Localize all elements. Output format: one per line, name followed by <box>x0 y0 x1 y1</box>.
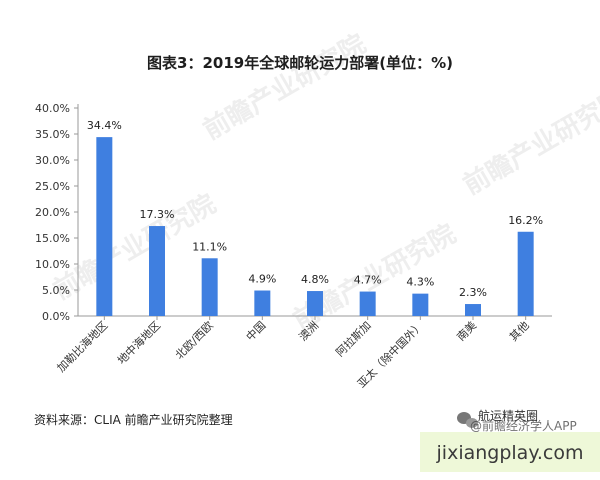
source-note: 资料来源：CLIA 前瞻产业研究院整理 <box>34 412 233 427</box>
bar <box>96 137 113 316</box>
wechat-account: @前瞻经济学人APP <box>470 418 577 433</box>
y-tick-label: 25.0% <box>35 180 70 193</box>
category-label: 加勒比海地区 <box>54 318 111 375</box>
bar <box>201 258 218 316</box>
y-tick-label: 15.0% <box>35 232 70 245</box>
wechat-account-overlay: 航运精英圈 <box>478 408 538 423</box>
watermark-text: 前瞻产业研究院 <box>458 83 600 201</box>
category-label: 其他 <box>507 319 532 344</box>
data-label: 16.2% <box>508 214 543 227</box>
data-label: 34.4% <box>87 119 122 132</box>
category-label: 阿拉斯加 <box>333 318 374 359</box>
y-tick-label: 5.0% <box>42 284 70 297</box>
y-tick-label: 30.0% <box>35 154 70 167</box>
y-tick-label: 10.0% <box>35 258 70 271</box>
y-tick-label: 35.0% <box>35 128 70 141</box>
category-label: 南美 <box>454 319 479 344</box>
site-footer-text: jixiangplay.com <box>436 442 584 464</box>
data-label: 4.7% <box>354 274 382 287</box>
data-label: 4.3% <box>406 276 434 289</box>
data-label: 17.3% <box>140 208 175 221</box>
bar <box>254 290 271 316</box>
data-label: 4.8% <box>301 273 329 286</box>
data-labels: 34.4% 17.3% 11.1% 4.9% 4.8% 4.7% 4.3% 2.3% 16.2% <box>87 119 543 299</box>
category-label: 中国 <box>244 319 269 344</box>
site-footer-band <box>420 432 600 472</box>
category-label: 地中海地区 <box>114 318 163 367</box>
wechat-icon <box>457 412 478 428</box>
data-label: 2.3% <box>459 286 487 299</box>
data-label: 4.9% <box>248 273 276 286</box>
y-tick-label: 40.0% <box>35 102 70 115</box>
x-axis <box>78 315 552 320</box>
bar <box>149 226 165 316</box>
bars <box>96 137 534 316</box>
watermark-text: 前瞻产业研究院 <box>198 28 371 146</box>
bar <box>412 293 429 316</box>
bar <box>465 304 481 316</box>
chart-title: 图表3：2019年全球邮轮运力部署(单位：%) <box>147 54 453 72</box>
category-label: 北欧/西欧 <box>173 319 216 362</box>
y-tick-label: 20.0% <box>35 206 70 219</box>
bar <box>517 231 534 316</box>
bar <box>307 291 323 316</box>
bar <box>359 291 376 316</box>
y-tick-label: 0.0% <box>42 310 70 323</box>
watermark-layer: 前瞻产业研究院 前瞻产业研究院 前瞻产业研究院 前瞻产业研究院 <box>48 28 600 336</box>
data-label: 11.1% <box>192 240 227 253</box>
y-axis: 0.0% 5.0% 10.0% 15.0% 20.0% 25.0% 30.0% 35.0% 40… <box>35 102 79 323</box>
